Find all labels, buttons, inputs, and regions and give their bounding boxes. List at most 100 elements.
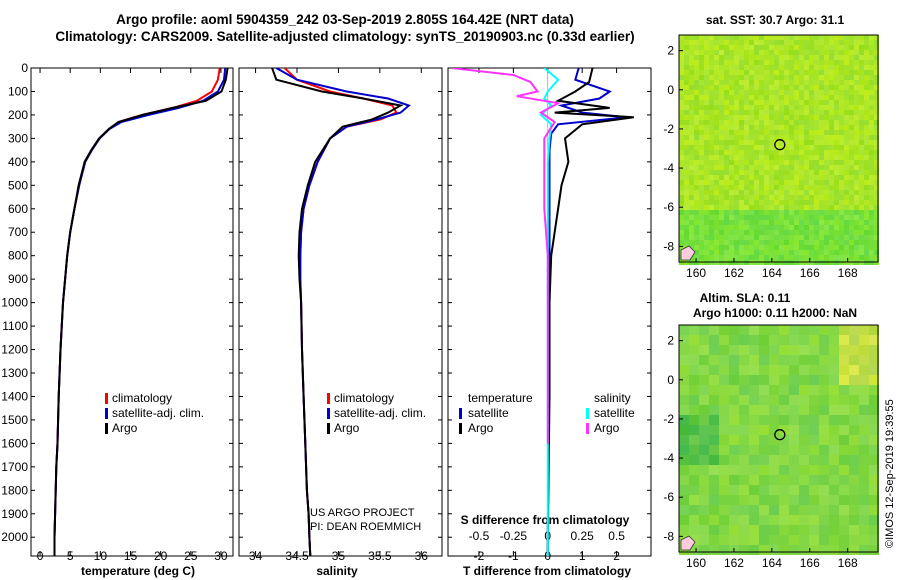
map-cell: [684, 215, 689, 220]
map-cell: [764, 190, 769, 195]
map-cell: [764, 230, 769, 235]
map-cell: [709, 505, 719, 515]
map-cell: [819, 175, 824, 180]
map-cell: [719, 120, 724, 125]
map-cell: [724, 185, 729, 190]
map-cell: [854, 175, 859, 180]
map-cell: [829, 80, 834, 85]
map-cell: [819, 70, 824, 75]
s-tick-label: -0.25: [500, 529, 528, 543]
map-cell: [819, 135, 824, 140]
map-cell: [874, 235, 879, 240]
map-cell: [679, 110, 684, 115]
map-cell: [724, 200, 729, 205]
map-cell: [719, 455, 729, 465]
map-cell: [799, 485, 809, 495]
map-cell: [864, 210, 869, 215]
map-cell: [839, 345, 849, 355]
map-cell: [814, 35, 819, 40]
map-cell: [769, 75, 774, 80]
map-cell: [719, 545, 729, 555]
map-cell: [814, 125, 819, 130]
map-cell: [684, 205, 689, 210]
map-cell: [799, 190, 804, 195]
map-cell: [849, 325, 859, 335]
map-cell: [689, 35, 694, 40]
map-cell: [804, 35, 809, 40]
map-cell: [699, 325, 709, 335]
map-cell: [844, 140, 849, 145]
map-cell: [864, 145, 869, 150]
map-cell: [824, 50, 829, 55]
map-cell: [799, 435, 809, 445]
map-cell: [679, 135, 684, 140]
map-cell: [719, 180, 724, 185]
map-cell: [854, 245, 859, 250]
depth-tick-label: 800: [8, 249, 28, 263]
map-cell: [709, 485, 719, 495]
map-cell: [789, 175, 794, 180]
map-cell: [744, 170, 749, 175]
map-cell: [809, 255, 814, 260]
map-cell: [764, 35, 769, 40]
map-cell: [719, 55, 724, 60]
map-cell: [739, 345, 749, 355]
map-cell: [799, 65, 804, 70]
map-cell: [829, 85, 834, 90]
map-cell: [844, 105, 849, 110]
map-cell: [784, 215, 789, 220]
map-cell: [854, 145, 859, 150]
map-cell: [749, 40, 754, 45]
map-cell: [834, 220, 839, 225]
legend-label-t-argo: Argo: [468, 421, 494, 435]
map-cell: [779, 235, 784, 240]
map-cell: [739, 415, 749, 425]
series-line-t-satellite: [546, 68, 628, 556]
map-cell: [704, 185, 709, 190]
map-cell: [699, 455, 709, 465]
map-cell: [829, 180, 834, 185]
map-cell: [874, 165, 879, 170]
map-cell: [809, 190, 814, 195]
map-cell: [764, 40, 769, 45]
map-cell: [864, 165, 869, 170]
map-cell: [874, 50, 879, 55]
map-cell: [724, 245, 729, 250]
map-cell: [729, 465, 739, 475]
map-cell: [784, 180, 789, 185]
map-cell: [799, 335, 809, 345]
map-cell: [854, 45, 859, 50]
map-cell: [714, 50, 719, 55]
x-tick-label: 2: [613, 549, 620, 563]
map-cell: [734, 80, 739, 85]
map-cell: [759, 225, 764, 230]
map-cell: [709, 375, 719, 385]
map-cell: [729, 485, 739, 495]
map-cell: [804, 195, 809, 200]
map-cell: [694, 140, 699, 145]
map-cell: [809, 215, 814, 220]
map-cell: [774, 255, 779, 260]
map-cell: [759, 385, 769, 395]
map-cell: [744, 60, 749, 65]
map-cell: [829, 405, 839, 415]
map-cell: [724, 50, 729, 55]
map-cell: [829, 105, 834, 110]
map-cell: [869, 505, 879, 515]
map-cell: [739, 120, 744, 125]
map-cell: [759, 65, 764, 70]
map-cell: [709, 545, 719, 555]
map-cell: [859, 65, 864, 70]
map-cell: [694, 35, 699, 40]
map-cell: [739, 75, 744, 80]
map-cell: [679, 180, 684, 185]
map-cell: [744, 75, 749, 80]
map-cell: [689, 365, 699, 375]
map-cell: [874, 145, 879, 150]
map-cell: [809, 195, 814, 200]
map-cell: [709, 210, 714, 215]
map-cell: [819, 85, 824, 90]
map-cell: [709, 195, 714, 200]
map-cell: [829, 485, 839, 495]
